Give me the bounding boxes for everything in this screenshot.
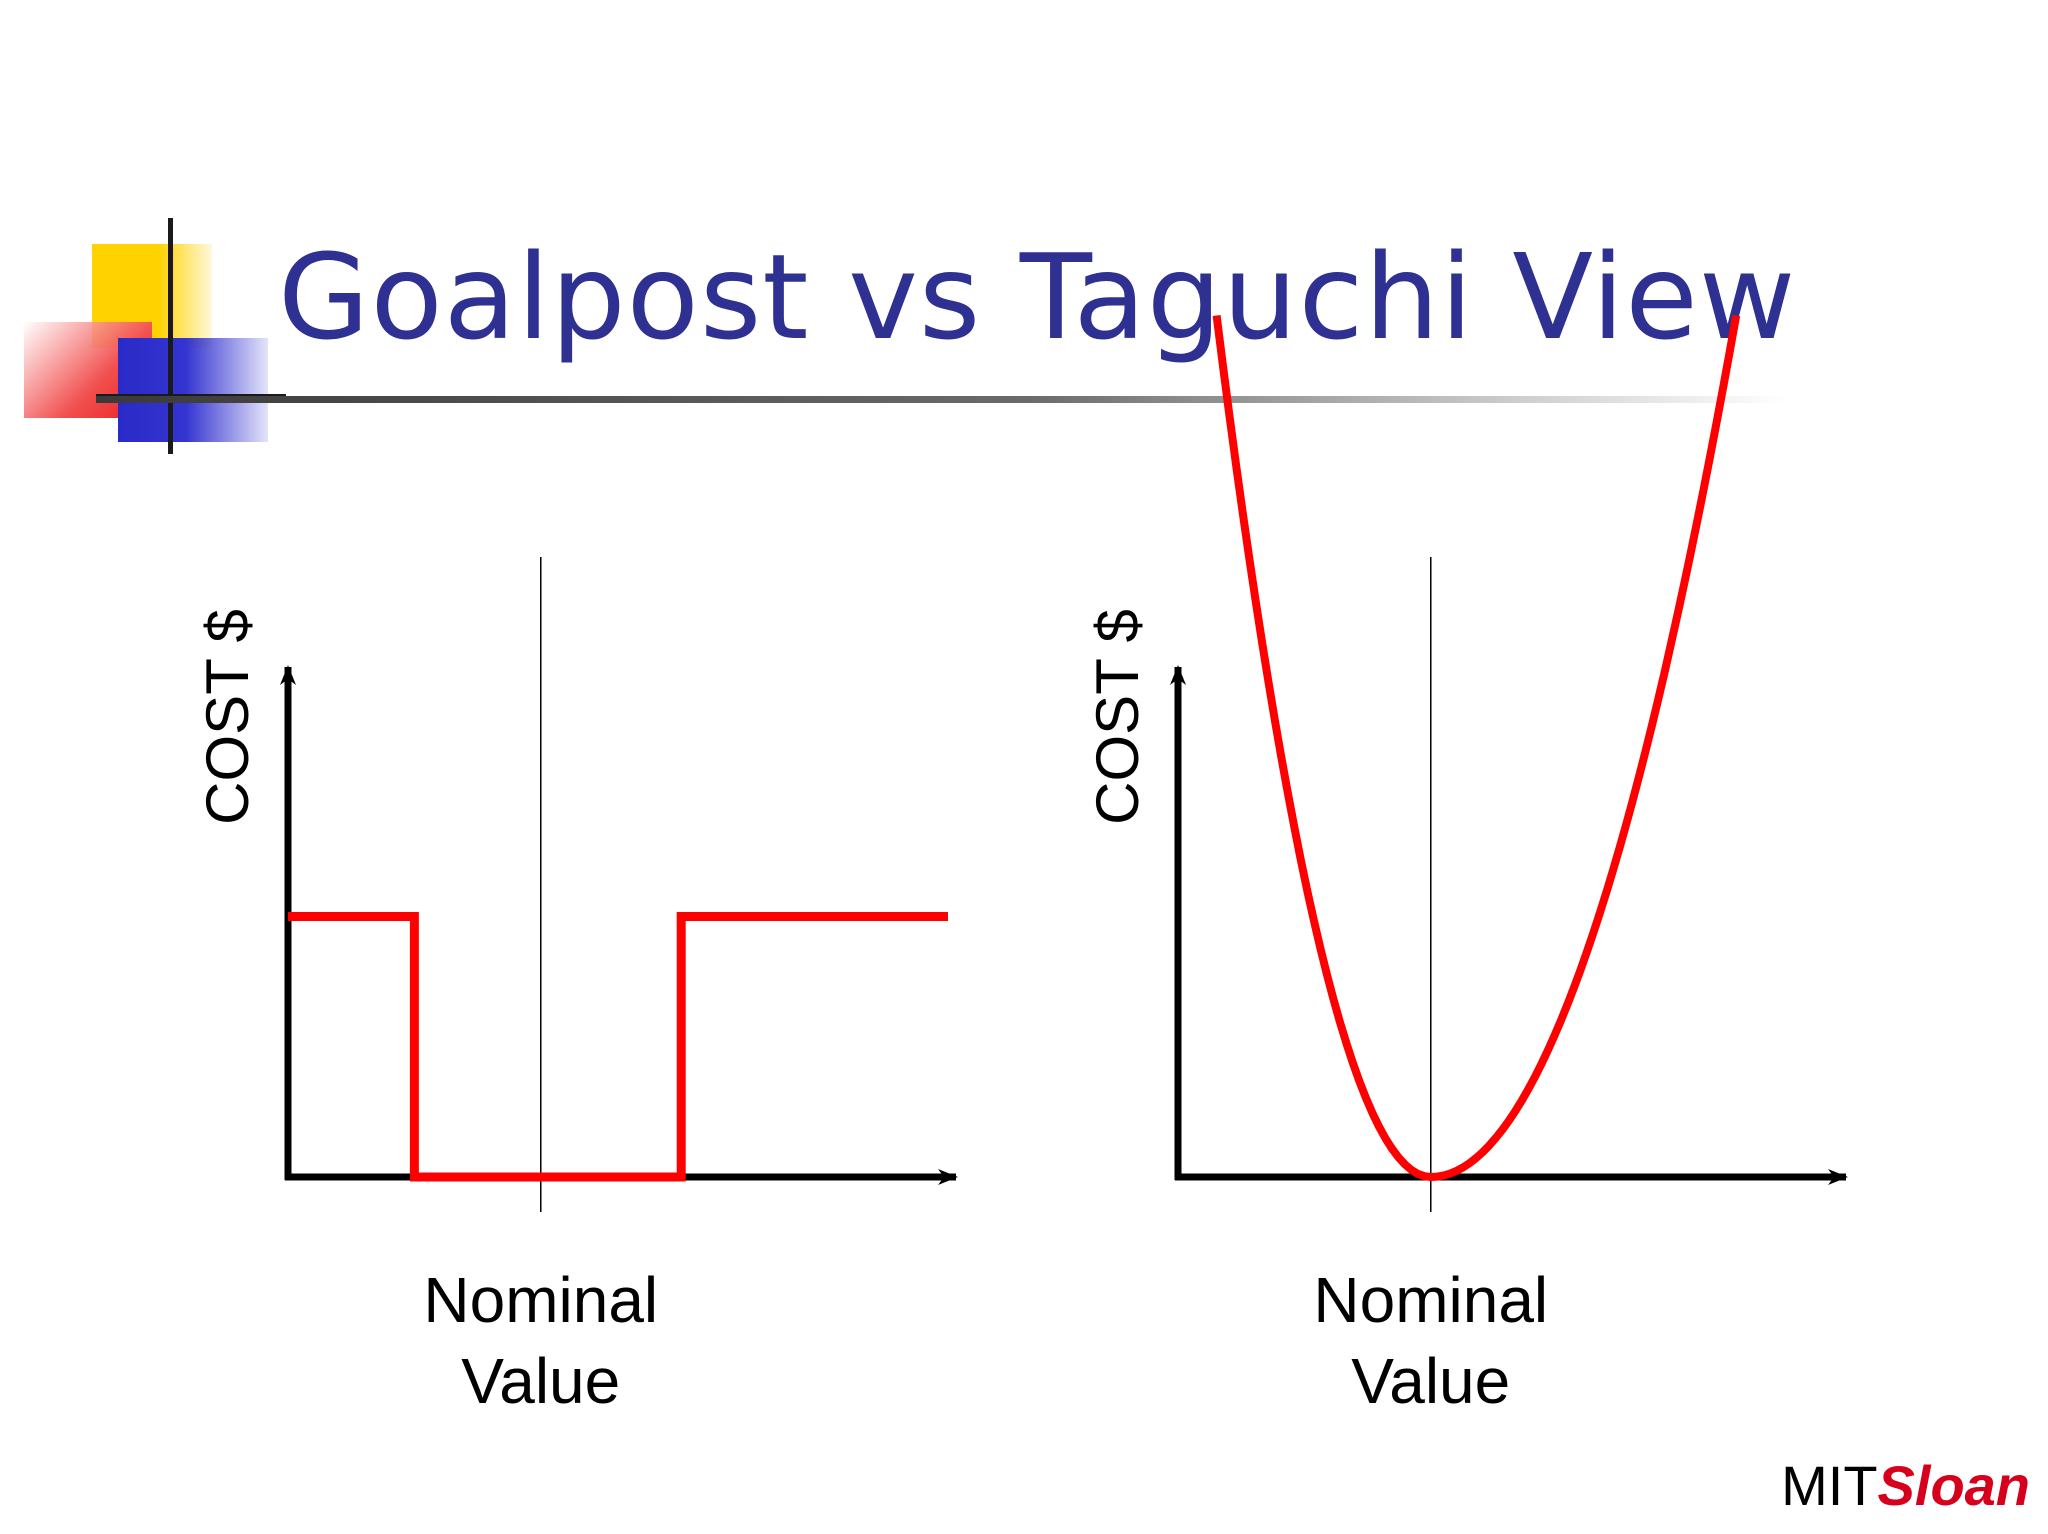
goalpost-cost-step-line [288, 911, 948, 1182]
goalpost-x-axis-label-line1: Nominal [423, 1264, 658, 1336]
taguchi-x-axis-label-line1: Nominal [1313, 1264, 1548, 1336]
taguchi-quadratic-loss-curve [1212, 314, 1741, 1181]
mit-sloan-logo: MITSloan [1781, 1458, 2030, 1514]
brand-sloan: Sloan [1877, 1454, 2030, 1517]
goalpost-chart: COST $ Nominal Value [194, 557, 958, 1417]
brand-mit: MIT [1781, 1454, 1878, 1517]
slide-title: Goalpost vs Taguchi View [278, 228, 1797, 366]
taguchi-chart: COST $ Nominal Value [1084, 314, 1848, 1417]
goalpost-x-axis-label-line2: Value [461, 1345, 620, 1417]
taguchi-y-axis-label: COST $ [1084, 609, 1151, 825]
goalpost-y-axis-label: COST $ [194, 609, 261, 825]
taguchi-x-axis-label-line2: Value [1351, 1345, 1510, 1417]
decor-blue-square [118, 338, 268, 442]
template-decoration-squares [24, 218, 286, 458]
decor-vertical-line [168, 218, 173, 454]
title-underline [96, 396, 1786, 403]
